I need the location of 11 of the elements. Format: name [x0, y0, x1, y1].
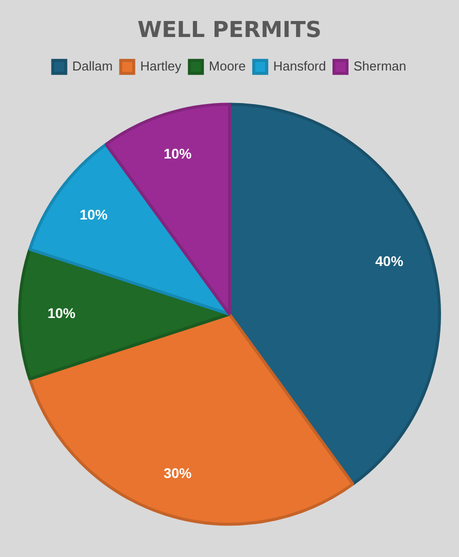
data-label: 10% [80, 206, 108, 222]
data-label: 10% [47, 305, 76, 322]
legend-label: Hartley [140, 58, 182, 74]
data-label: 10% [164, 145, 192, 162]
chart-title: WELL PERMITS [137, 18, 322, 43]
legend-label: Sherman [353, 58, 406, 74]
data-label: 40% [375, 253, 404, 270]
legend-label: Dallam [72, 58, 113, 74]
legend-label: Moore [208, 58, 246, 74]
data-label: 30% [164, 464, 192, 481]
legend-label: Hansford [273, 58, 326, 74]
